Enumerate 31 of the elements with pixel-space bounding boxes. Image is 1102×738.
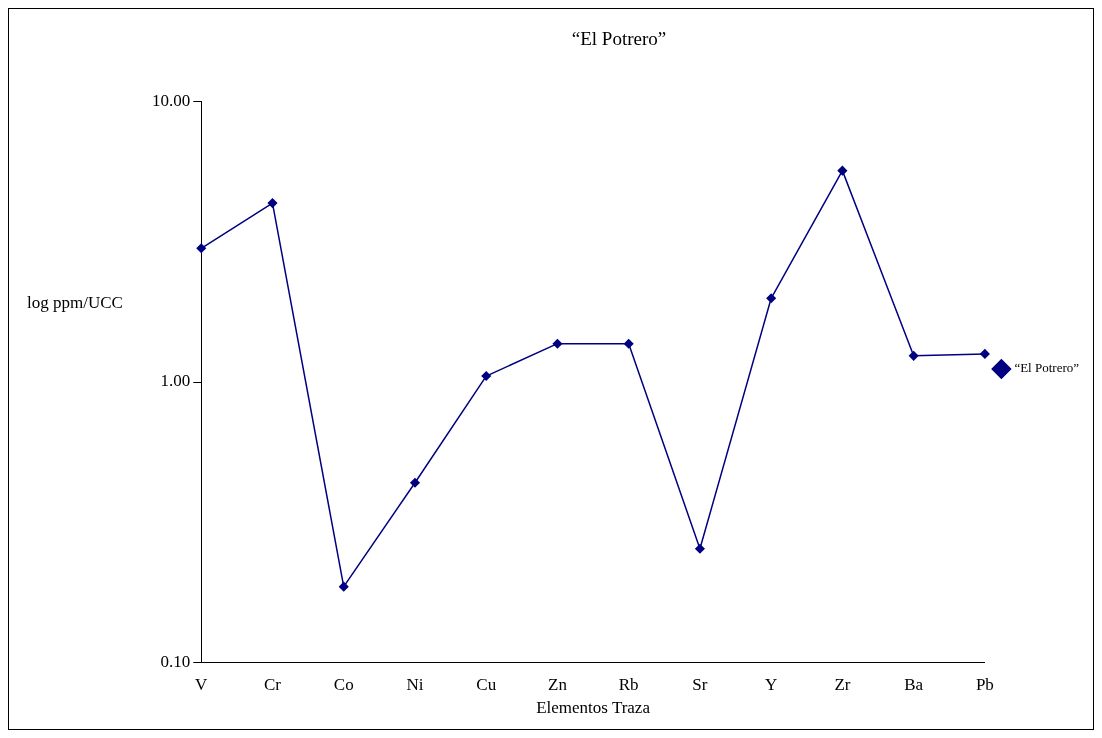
- x-tick-label: Y: [765, 674, 778, 694]
- x-tick-label: Cr: [263, 674, 282, 694]
- x-tick-label: Co: [333, 674, 354, 694]
- x-axis-title: Elementos Traza: [536, 698, 651, 718]
- point: [196, 243, 206, 254]
- point: [338, 581, 349, 592]
- x-tick-label: Sr: [692, 674, 708, 694]
- x-tick-label: V: [195, 674, 209, 694]
- x-tick-label: Ni: [406, 674, 424, 694]
- point: [980, 349, 990, 359]
- y-tick-label: 10.00: [152, 91, 191, 111]
- y-tick-label: 0.10: [160, 651, 191, 671]
- point: [481, 371, 491, 381]
- y-axis-title: log ppm/UCC: [27, 293, 123, 313]
- point: [695, 544, 705, 554]
- x-tick-label: Zr: [834, 674, 851, 694]
- y-tick-label: 1.00: [160, 371, 191, 391]
- x-tick-label: Ba: [904, 674, 924, 694]
- point: [410, 477, 420, 488]
- point: [837, 165, 848, 176]
- chart-title: “El Potrero”: [571, 28, 667, 50]
- point: [908, 351, 919, 361]
- legend-label: “El Potrero”: [1014, 360, 1080, 376]
- point: [623, 338, 634, 349]
- point: [552, 338, 563, 349]
- x-tick-label: Zn: [548, 674, 568, 694]
- x-tick-label: Cu: [476, 674, 497, 694]
- x-tick-label: Pb: [975, 674, 994, 694]
- x-tick-label: Rb: [618, 674, 639, 694]
- point: [267, 198, 278, 208]
- point: [766, 293, 776, 304]
